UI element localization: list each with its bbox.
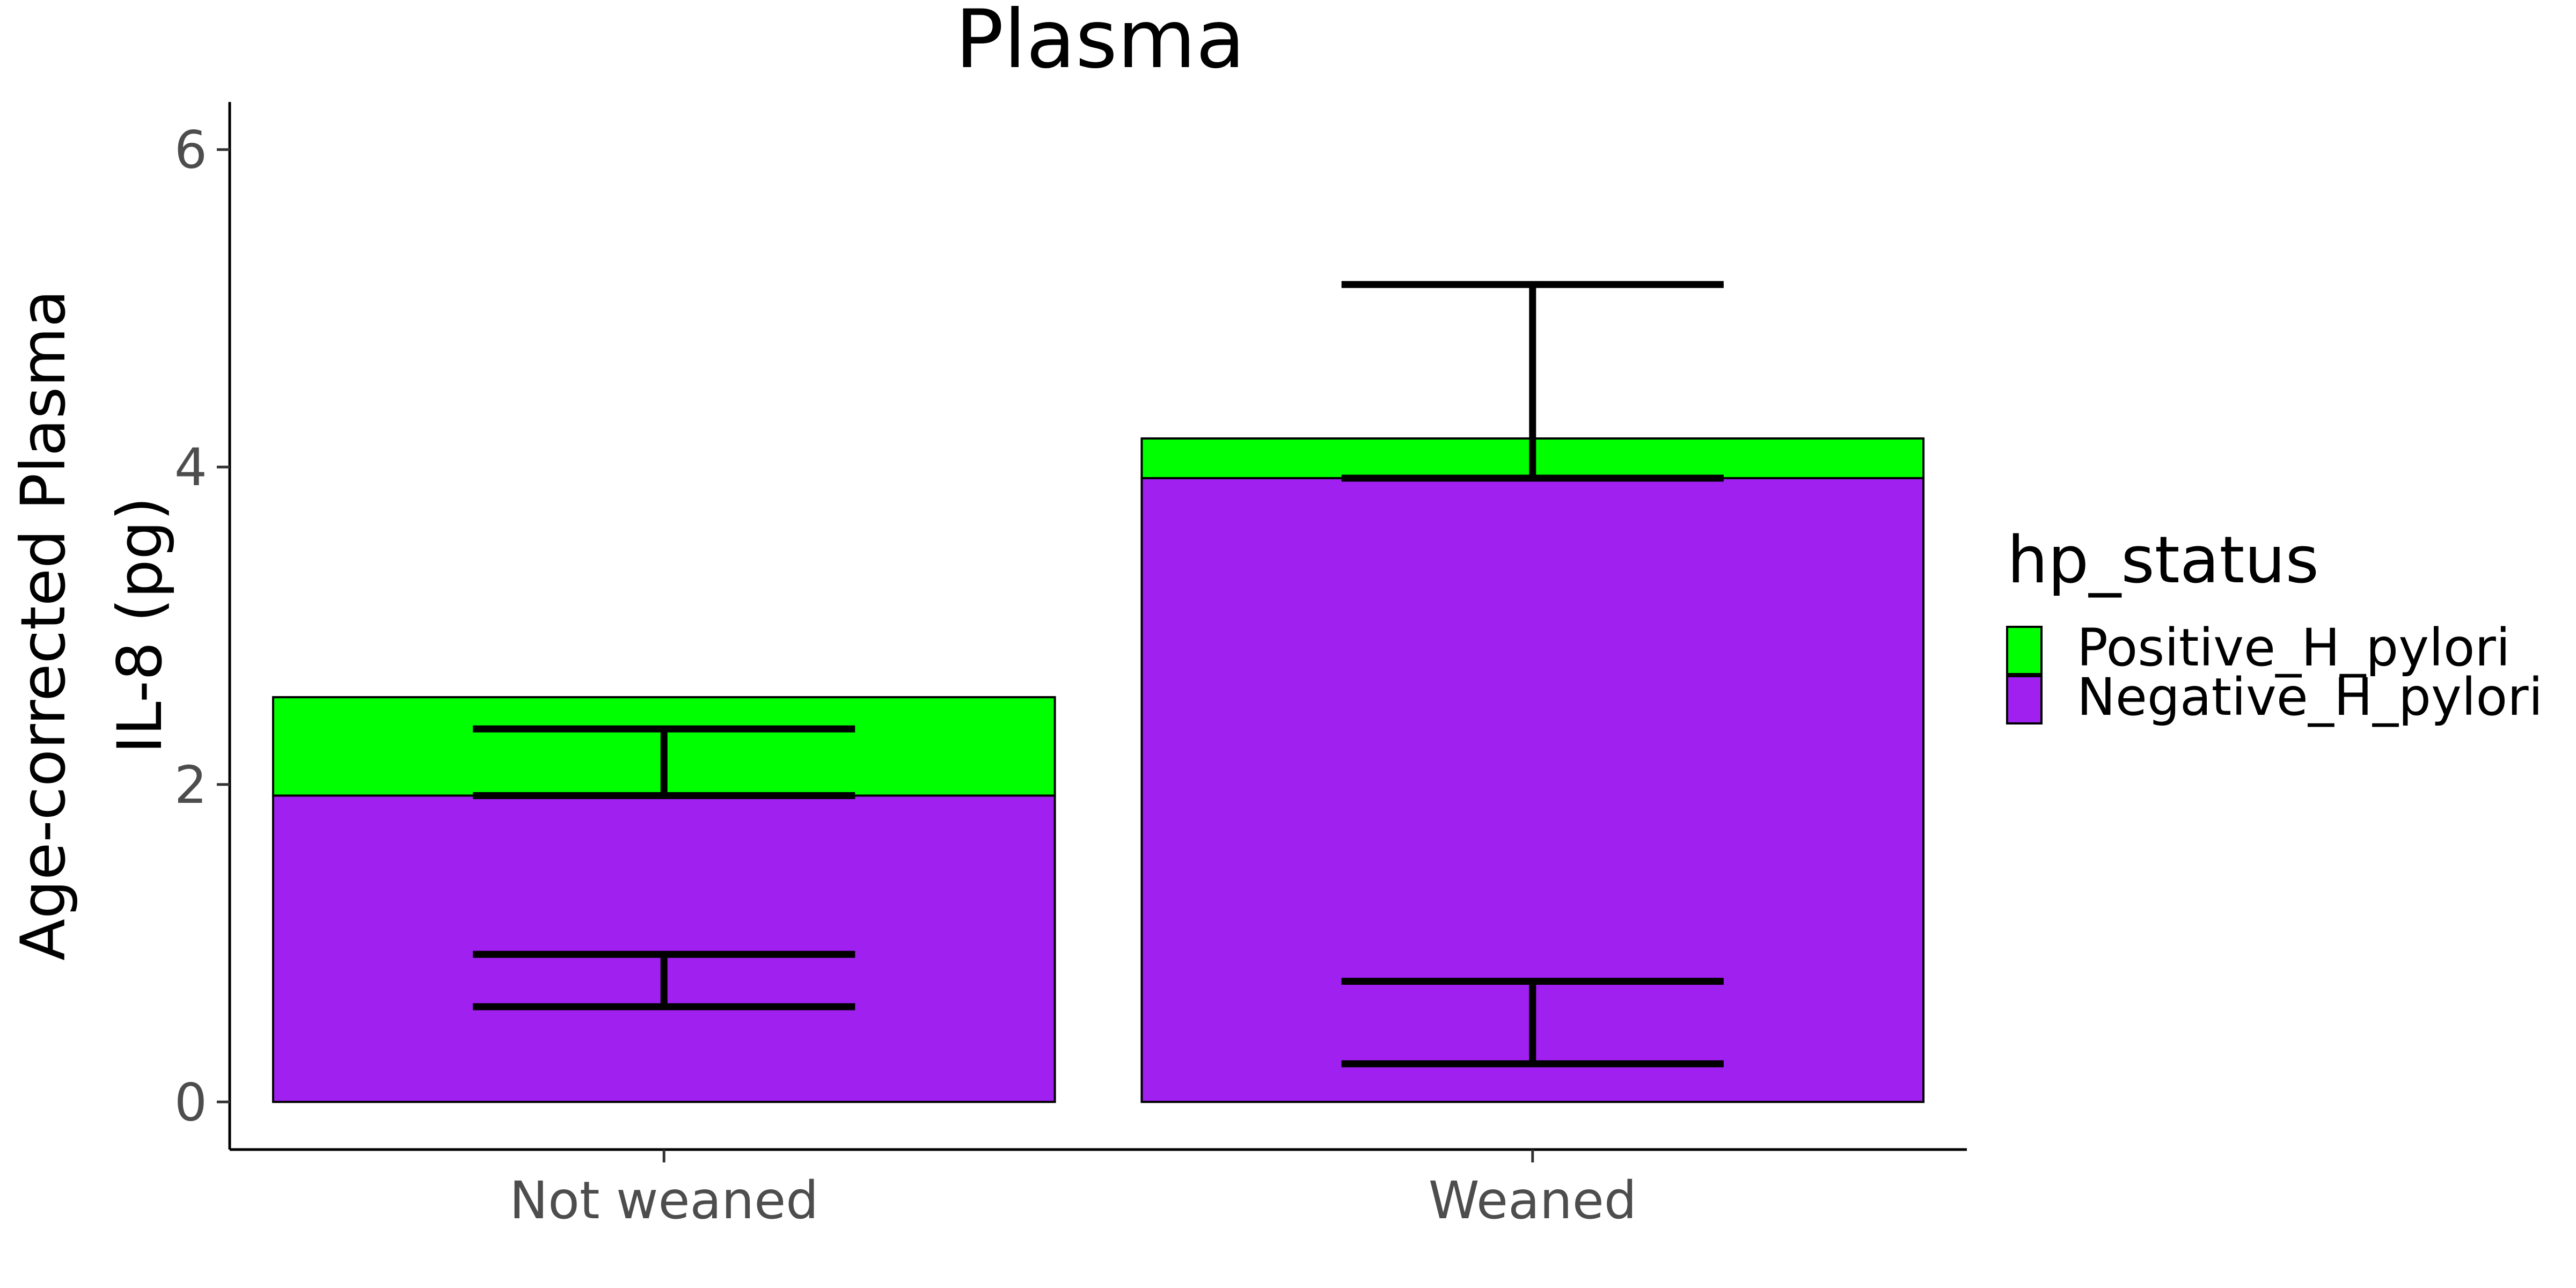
- y-axis-label-line-1: Age-corrected Plasma: [8, 290, 79, 961]
- legend-key-positive-h-pylori: [2006, 626, 2043, 675]
- y-tick-label: 2: [174, 755, 207, 815]
- y-axis-label-line-2: IL-8 (pg): [104, 497, 175, 754]
- error-bar-positive-h-pylori-1: [1341, 281, 1724, 482]
- error-bar-positive-h-pylori-0: [473, 725, 855, 799]
- x-tick-label: Not weaned: [509, 1170, 818, 1231]
- error-bar-negative-h-pylori-0: [473, 950, 855, 1011]
- bar-negative-h-pylori-0: [272, 794, 1056, 1103]
- x-tick-label: Weaned: [1429, 1170, 1637, 1231]
- legend-label-negative-h-pylori: Negative_H_pylori: [2077, 667, 2543, 727]
- chart-title: Plasma: [955, 0, 1245, 86]
- legend-title: hp_status: [2007, 523, 2319, 598]
- error-bar-negative-h-pylori-1: [1341, 977, 1724, 1067]
- plot-area: 0 2 4 6 Not weaned Weaned: [174, 102, 1967, 1231]
- y-tick-label: 4: [174, 437, 207, 497]
- legend: hp_status Positive_H_pyloriNegative_H_py…: [2006, 523, 2543, 727]
- y-tick-label: 0: [174, 1072, 207, 1132]
- legend-key-negative-h-pylori: [2006, 675, 2043, 724]
- y-tick-label: 6: [174, 120, 207, 180]
- legend-label-positive-h-pylori: Positive_H_pylori: [2077, 618, 2511, 678]
